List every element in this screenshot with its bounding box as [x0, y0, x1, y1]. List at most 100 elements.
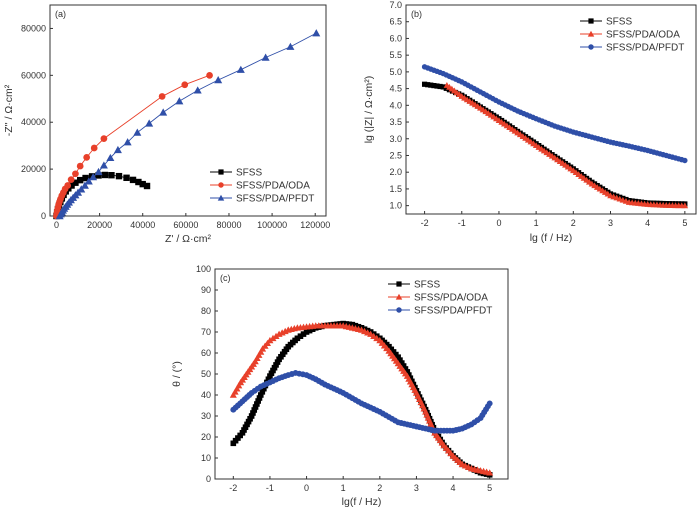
data-point: [397, 357, 403, 363]
data-point: [294, 335, 301, 342]
data-point: [206, 71, 213, 79]
data-point: [115, 172, 123, 180]
panel-label: (a): [55, 9, 66, 19]
series-sfss-pda-oda: [443, 82, 689, 209]
y-tick-label: 6.5: [389, 17, 402, 27]
x-axis-title: Z' / Ω·cm²: [165, 233, 212, 245]
y-tick-label: 2.5: [389, 150, 402, 160]
x-tick-label: 2: [377, 483, 382, 493]
chart-panel-a: (a) 0 20000 40000 60000 80000 100000 120000 0 200…: [3, 4, 330, 245]
data-point: [446, 87, 452, 93]
y-tick-label: 7.0: [389, 0, 402, 10]
series-sfss-pda-pfdt: [55, 29, 321, 220]
legend-item: SFSS/PDA/ODA: [388, 293, 488, 304]
data-point: [261, 53, 270, 61]
legend-item: SFSS: [580, 17, 632, 28]
y-axis-title: -Z'' / Ω·cm²: [3, 84, 15, 136]
data-point: [76, 176, 84, 184]
y-tick-label: 100: [196, 264, 211, 274]
data-point: [84, 177, 93, 185]
data-point: [682, 157, 688, 164]
y-tick-label: 70: [201, 327, 211, 337]
y-tick-label: 1.5: [389, 184, 402, 194]
legend-label: SFSS/PDA/ODA: [236, 181, 310, 192]
data-point: [266, 336, 274, 344]
data-point: [443, 85, 449, 91]
legend: SFSS SFSS/PDA/ODA SFSS/PDA/PFDT: [388, 280, 492, 317]
series-sfss: [53, 171, 151, 220]
y-tick-label: 80000: [21, 23, 46, 33]
data-point: [72, 170, 79, 178]
data-point: [434, 83, 440, 89]
legend: SFSS SFSS/PDA/ODA SFSS/PDA/PFDT: [580, 17, 684, 54]
data-point: [193, 86, 202, 94]
data-point: [400, 363, 407, 369]
data-point: [214, 76, 223, 84]
data-point: [404, 369, 411, 375]
data-point: [269, 334, 277, 342]
data-point: [95, 172, 102, 179]
data-point: [68, 182, 75, 189]
x-tick-label: 3: [414, 483, 419, 493]
data-point: [265, 376, 272, 383]
y-tick-label: 0: [41, 211, 46, 221]
y-tick-label: 50: [201, 369, 211, 379]
legend-label: SFSS/PDA/PFDT: [236, 194, 314, 205]
data-point: [254, 401, 260, 407]
x-tick-label: 0: [496, 218, 501, 228]
y-tick-label: 0: [206, 474, 211, 484]
y-tick-label: 3.5: [389, 117, 402, 127]
data-point: [145, 119, 154, 127]
data-point: [252, 404, 259, 410]
legend-label: SFSS/PDA/PFDT: [606, 43, 684, 54]
legend-marker: [218, 169, 224, 175]
data-point: [135, 178, 142, 186]
legend-label: SFSS/PDA/ODA: [414, 293, 488, 304]
data-point: [306, 327, 313, 334]
y-tick-label: 60: [201, 348, 211, 358]
data-point: [272, 332, 280, 339]
data-point: [300, 331, 307, 337]
legend-label: SFSS: [606, 17, 632, 28]
data-point: [437, 83, 443, 90]
x-tick-label: 100000: [257, 220, 287, 230]
x-tick-label: 80000: [216, 220, 241, 230]
legend-marker: [588, 44, 594, 50]
legend-item: SFSS/PDA/PFDT: [580, 43, 684, 54]
x-axis-title: lg (f / Hz): [530, 232, 573, 244]
legend-item: SFSS/PDA/ODA: [210, 181, 310, 192]
data-point: [80, 181, 89, 189]
data-point: [303, 329, 310, 335]
legend-marker: [217, 194, 225, 201]
x-tick-label: 0: [304, 483, 309, 493]
x-tick-label: 120000: [300, 220, 330, 230]
x-tick-label: -2: [229, 483, 237, 493]
data-point: [76, 162, 84, 170]
data-point: [236, 65, 245, 73]
data-point: [158, 93, 166, 100]
data-point: [67, 176, 75, 184]
x-tick-label: 4: [451, 483, 456, 493]
chart-panel-b: (b) -2 -1 0 1 2 3 4 5 1.0 1.5 2.0 2.5 3.0 3.5 4.0 4.5 5.0…: [363, 0, 697, 244]
data-point: [256, 395, 263, 401]
data-point: [250, 410, 256, 416]
data-point: [244, 421, 250, 428]
data-point: [421, 81, 428, 87]
legend-label: SFSS/PDA/PFDT: [414, 306, 492, 317]
data-point: [251, 407, 258, 413]
x-tick-label: 5: [682, 218, 687, 228]
data-point: [159, 108, 168, 116]
y-tick-label: 1.0: [389, 201, 402, 211]
y-tick-label: 10: [201, 453, 211, 463]
legend-marker: [587, 30, 595, 37]
data-point: [425, 82, 431, 88]
data-point: [440, 84, 446, 90]
legend-marker: [396, 307, 402, 313]
y-tick-label: 5.0: [389, 67, 402, 77]
x-tick-label: 40000: [130, 220, 155, 230]
legend-marker: [396, 281, 402, 287]
legend-item: SFSS/PDA/ODA: [580, 30, 680, 41]
data-point: [486, 469, 494, 476]
y-tick-label: 20000: [21, 164, 46, 174]
